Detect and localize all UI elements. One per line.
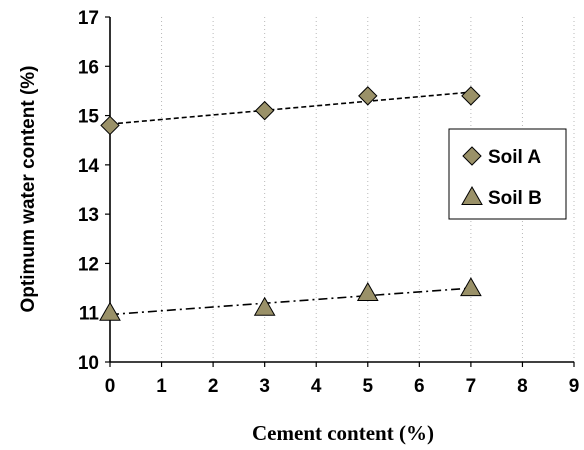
point-soil-a-1 (254, 100, 275, 121)
point-soil-a-2 (358, 86, 378, 106)
y-axis-title: Optimum water content (%) (18, 65, 39, 312)
trendline-soil-a (109, 91, 471, 125)
trendlines (109, 91, 471, 316)
legend-marker-soil-b (461, 185, 483, 205)
point-soil-b-1 (253, 296, 276, 316)
legend-label-soil-b: Soil B (488, 188, 542, 209)
point-soil-b-2 (356, 281, 379, 301)
y-tick-label-16: 16 (78, 57, 99, 78)
y-tick-label-14: 14 (78, 156, 100, 177)
point-soil-a-0 (100, 115, 120, 136)
point-soil-a-3 (461, 86, 481, 106)
y-tick-label-11: 11 (79, 304, 100, 325)
y-tick-label-13: 13 (78, 205, 99, 226)
point-soil-b-0 (99, 301, 121, 321)
data-points (99, 86, 482, 321)
x-tick-label-3: 3 (259, 376, 270, 397)
x-tick-label-7: 7 (466, 376, 477, 397)
x-tick-label-1: 1 (156, 376, 167, 397)
x-tick-label-8: 8 (517, 376, 528, 397)
legend-marker-soil-a (462, 146, 482, 166)
x-tick-label-0: 0 (105, 376, 116, 397)
y-tick-label-17: 17 (78, 8, 99, 29)
trendline-soil-b (109, 287, 471, 316)
legend-label-soil-a: Soil A (488, 147, 541, 168)
x-axis-title: Cement content (%) (252, 421, 434, 445)
y-tick-label-15: 15 (78, 107, 100, 128)
point-soil-b-3 (460, 277, 482, 297)
x-tick-label-4: 4 (311, 376, 322, 397)
y-tick-label-12: 12 (78, 254, 99, 275)
x-tick-label-6: 6 (414, 376, 425, 397)
x-tick-label-5: 5 (362, 376, 373, 397)
y-tick-label-10: 10 (78, 353, 99, 374)
x-tick-label-9: 9 (569, 376, 580, 397)
x-tick-label-2: 2 (208, 376, 219, 397)
legend: Soil A Soil B (448, 128, 567, 220)
